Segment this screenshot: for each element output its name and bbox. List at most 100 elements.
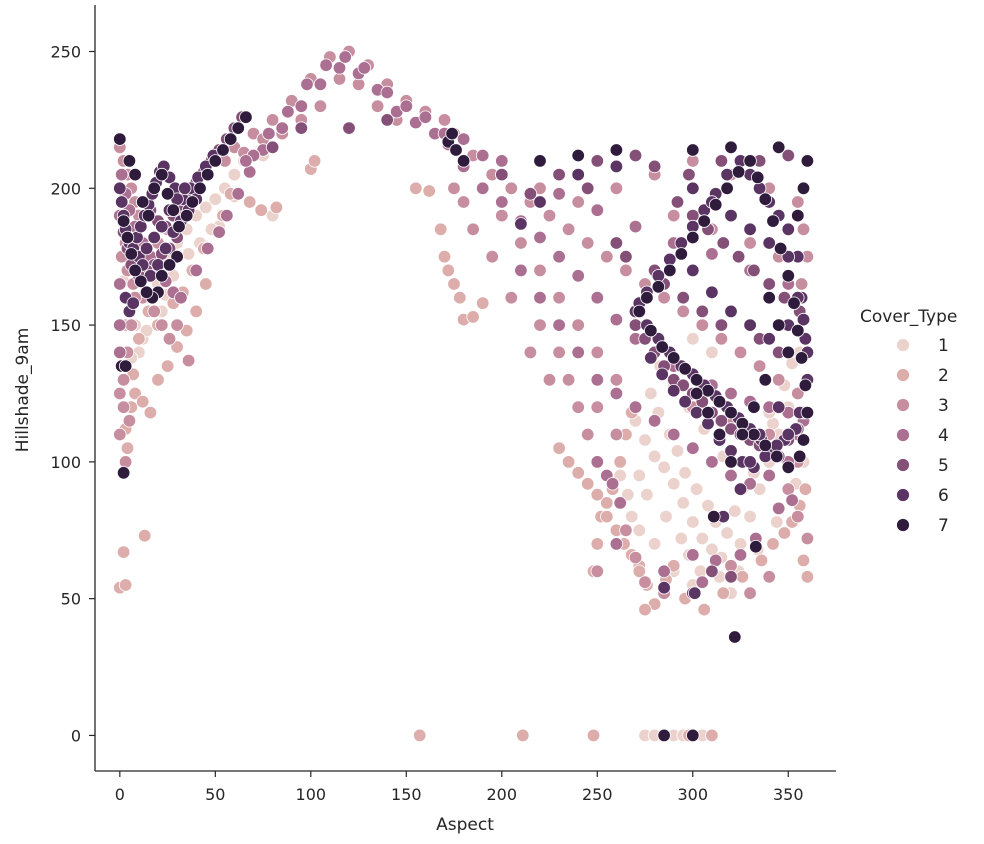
point-type7-75 xyxy=(781,345,796,360)
legend-items: 1 2 3 4 5 6 7 xyxy=(896,336,949,536)
point-type7-79 xyxy=(724,455,738,469)
point-type6-108 xyxy=(657,581,671,595)
point-type3-65 xyxy=(504,291,519,305)
point-type3-45 xyxy=(695,318,710,332)
legend-label-2: 2 xyxy=(938,366,949,386)
point-type7-86 xyxy=(728,630,742,644)
point-type7-61 xyxy=(758,192,773,206)
legend-entry-6: 6 xyxy=(896,486,949,506)
point-type3-102 xyxy=(800,531,815,546)
point-type5-45 xyxy=(731,250,746,264)
point-type7-73 xyxy=(762,291,776,305)
point-type3-84 xyxy=(743,236,757,250)
point-type3-17 xyxy=(113,386,127,401)
point-type3-16 xyxy=(181,353,196,368)
point-type4-55 xyxy=(686,441,700,455)
point-type4-78 xyxy=(733,548,748,562)
point-type6-60 xyxy=(781,222,796,237)
point-type3-39 xyxy=(581,236,595,250)
point-type3-125 xyxy=(113,427,127,442)
point-type7-19 xyxy=(223,132,238,146)
point-type7-36 xyxy=(445,126,459,141)
point-type2-1 xyxy=(118,578,133,592)
point-type4-69 xyxy=(590,455,605,469)
point-type2-66 xyxy=(796,553,811,568)
point-type4-56 xyxy=(705,455,719,469)
point-type7-71 xyxy=(651,280,666,294)
point-type7-18 xyxy=(216,143,230,157)
point-type3-62 xyxy=(581,427,595,442)
point-type4-72 xyxy=(613,496,627,510)
legend-marker-4 xyxy=(896,428,910,442)
point-type7-42 xyxy=(689,373,704,387)
point-type4-35 xyxy=(609,312,624,327)
point-type6-91 xyxy=(686,263,700,278)
point-type4-90 xyxy=(338,50,352,64)
point-type2-80 xyxy=(586,728,601,743)
point-type2-36 xyxy=(437,250,452,264)
point-type3-82 xyxy=(667,208,681,223)
point-type5-60 xyxy=(705,564,719,579)
point-type1-51 xyxy=(670,444,685,458)
point-type7-95 xyxy=(724,140,738,155)
point-type7-41 xyxy=(678,362,692,376)
point-type7-62 xyxy=(751,170,765,185)
point-type3-103 xyxy=(313,99,328,113)
point-type4-14 xyxy=(231,187,245,201)
point-type2-41 xyxy=(466,310,480,324)
legend-entry-5: 5 xyxy=(896,456,949,476)
point-type7-78 xyxy=(735,427,750,442)
point-type4-73 xyxy=(609,537,624,551)
point-type6-87 xyxy=(781,427,796,442)
point-type3-51 xyxy=(495,208,509,223)
point-type7-55 xyxy=(794,351,809,365)
point-type7-21 xyxy=(239,110,253,124)
point-type4-83 xyxy=(476,148,490,163)
point-type1-65 xyxy=(632,468,647,483)
legend-entry-7: 7 xyxy=(896,516,949,536)
point-type3-81 xyxy=(794,277,809,291)
point-type4-51 xyxy=(609,386,624,401)
series-4 xyxy=(113,50,811,589)
point-type1-77 xyxy=(613,468,627,483)
point-type3-124 xyxy=(116,373,131,387)
point-type6-93 xyxy=(724,304,738,319)
point-type3-94 xyxy=(628,550,643,565)
point-type1-48 xyxy=(644,386,658,401)
point-type7-67 xyxy=(697,214,711,228)
point-type2-2 xyxy=(116,545,131,559)
point-type7-31 xyxy=(120,230,135,245)
point-type7-35 xyxy=(456,154,471,168)
point-type1-68 xyxy=(674,531,689,546)
point-type3-66 xyxy=(485,250,499,264)
point-type7-5 xyxy=(128,167,142,182)
point-type3-56 xyxy=(590,345,605,360)
point-type3-48 xyxy=(752,359,767,373)
point-type4-53 xyxy=(647,414,662,428)
point-type7-51 xyxy=(793,449,807,464)
legend-label-1: 1 xyxy=(938,336,949,356)
point-type7-6 xyxy=(135,195,150,209)
point-type4-62 xyxy=(552,187,566,201)
point-type7-81 xyxy=(701,405,715,420)
point-type7-54 xyxy=(798,378,813,393)
point-type5-75 xyxy=(294,121,309,135)
point-type6-104 xyxy=(514,217,528,231)
legend-label-7: 7 xyxy=(938,516,949,536)
point-type7-52 xyxy=(796,433,811,447)
point-type4-94 xyxy=(262,126,276,141)
point-type5-55 xyxy=(695,304,710,319)
point-type5-56 xyxy=(714,318,729,332)
point-type7-37 xyxy=(632,304,647,319)
point-type4-9 xyxy=(174,291,188,305)
point-type7-23 xyxy=(162,258,177,272)
point-type7-87 xyxy=(749,540,763,554)
point-type2-58 xyxy=(716,586,731,600)
y-tick-label-200: 200 xyxy=(50,179,81,198)
x-tick-label-200: 200 xyxy=(487,785,518,804)
point-type7-56 xyxy=(791,323,805,338)
point-type1-92 xyxy=(686,332,700,346)
point-type4-89 xyxy=(357,61,372,75)
point-type3-46 xyxy=(714,332,729,346)
point-type6-94 xyxy=(743,318,757,332)
